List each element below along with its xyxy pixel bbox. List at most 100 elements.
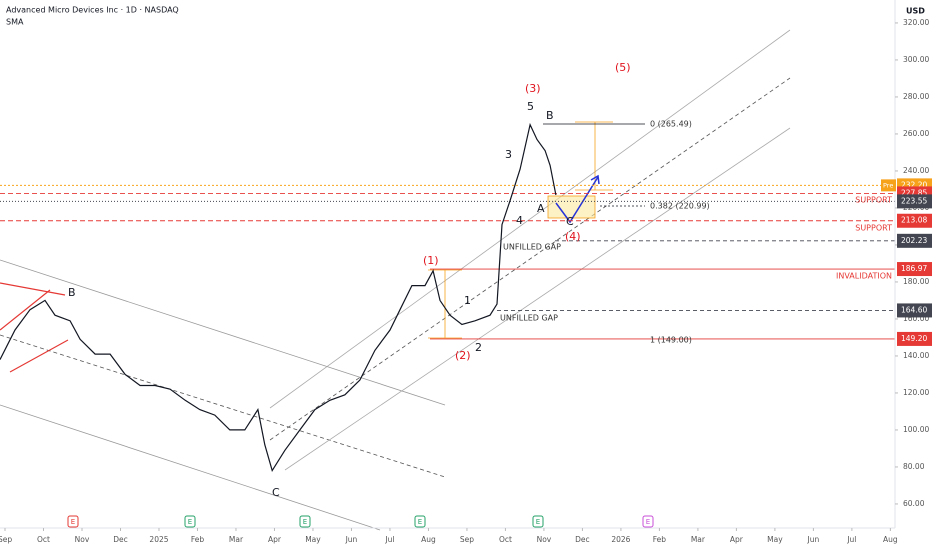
earnings-marker	[532, 515, 544, 528]
x-tick-label: Apr	[730, 535, 744, 544]
chart-title: Advanced Micro Devices Inc · 1D · NASDAQ	[6, 6, 179, 15]
pre-tag-label: Pre	[883, 181, 893, 189]
earnings-marker	[67, 515, 79, 528]
wave-label: (5)	[615, 61, 631, 74]
y-tick-label: 120.00	[903, 388, 929, 397]
x-tick-label: Feb	[191, 535, 205, 544]
wave-label: 2	[475, 341, 482, 354]
x-tick-label: Jun	[807, 535, 820, 544]
y-tick-label: 280.00	[903, 92, 929, 101]
price-tag-label: 202.23	[901, 236, 927, 245]
price-tag-label: 213.08	[901, 216, 927, 225]
wave-label: A	[537, 202, 545, 215]
wave-label: (1)	[423, 254, 439, 267]
x-tick-label: May	[767, 535, 783, 544]
pre-tag	[881, 179, 896, 192]
indicator-label: SMA	[6, 18, 24, 27]
price-line	[0, 122, 557, 473]
x-tick-label: Nov	[537, 535, 552, 544]
y-tick-label: 60.00	[903, 499, 925, 508]
wave-label: C	[566, 215, 574, 228]
trend-line	[0, 404, 381, 531]
wave-label: 3	[505, 148, 512, 161]
x-tick-label: Nov	[75, 535, 90, 544]
wedge-line	[0, 289, 51, 331]
y-tick-label: 100.00	[903, 425, 929, 434]
earnings-label: E	[418, 518, 422, 526]
earnings-label: E	[303, 518, 307, 526]
channel-line	[269, 29, 791, 409]
wave-label: C	[272, 486, 280, 499]
x-tick-label: Feb	[653, 535, 667, 544]
trend-line	[0, 259, 446, 406]
x-tick-label: Dec	[575, 535, 590, 544]
wave-label: 1	[464, 294, 471, 307]
wave-label: (4)	[565, 230, 581, 243]
earnings-label: E	[188, 518, 192, 526]
channel-line	[269, 77, 791, 441]
price-tag	[897, 331, 932, 346]
price-tag-label: 227.85	[901, 188, 927, 197]
projection-arrow	[555, 176, 599, 224]
price-tag	[897, 194, 932, 209]
price-tag	[897, 233, 932, 248]
x-tick-label: Jul	[846, 535, 856, 544]
wave-label: 5	[527, 100, 534, 113]
level-note: SUPPORT	[855, 224, 892, 233]
level-note: SUPPORT	[855, 196, 892, 205]
x-tick-label: Dec	[113, 535, 128, 544]
x-tick-label: May	[305, 535, 321, 544]
y-tick-label: 240.00	[903, 166, 929, 175]
fib-label: 1 (149.00)	[650, 336, 692, 345]
y-tick-label: 180.00	[903, 277, 929, 286]
earnings-marker	[299, 515, 311, 528]
price-tag-label: 164.60	[901, 305, 927, 314]
gap-label: UNFILLED GAP	[503, 243, 561, 252]
earnings-marker	[414, 515, 426, 528]
wedge-line	[9, 339, 69, 373]
trend-line	[0, 334, 446, 478]
price-tag-label: 149.20	[901, 334, 927, 343]
y-tick-label: 80.00	[903, 462, 925, 471]
earnings-label: E	[646, 518, 650, 526]
x-tick-label: 2026	[611, 535, 630, 544]
x-tick-label: Apr	[268, 535, 282, 544]
x-tick-label: Aug	[883, 535, 898, 544]
earnings-marker	[184, 515, 196, 528]
x-tick-label: Mar	[229, 535, 244, 544]
wedge-line	[0, 282, 66, 296]
price-tag-label: 232.20	[901, 180, 927, 189]
y-tick-label: 260.00	[903, 129, 929, 138]
x-tick-label: Aug	[421, 535, 436, 544]
level-note: INVALIDATION	[836, 272, 892, 281]
y-tick-label: 140.00	[903, 351, 929, 360]
currency: USD	[906, 7, 925, 16]
earnings-label: E	[71, 518, 75, 526]
x-tick-label: Oct	[499, 535, 512, 544]
price-tag-label: 223.55	[901, 196, 927, 205]
fib-label: 0.382 (220.99)	[650, 202, 710, 211]
earnings-marker	[642, 515, 654, 528]
y-tick-label: 320.00	[903, 18, 929, 27]
arrow-head	[590, 174, 600, 185]
x-tick-label: Jun	[345, 535, 358, 544]
wave-label: B	[546, 109, 554, 122]
gap-label: UNFILLED GAP	[500, 314, 558, 323]
x-tick-label: Mar	[691, 535, 706, 544]
price-tag	[897, 303, 932, 318]
price-tag	[897, 262, 932, 277]
x-tick-label: Sep	[460, 535, 474, 544]
wave-label: 4	[516, 214, 523, 227]
wave-label: (2)	[455, 349, 471, 362]
price-tag-label: 186.97	[901, 264, 927, 273]
wave-label: (3)	[525, 82, 541, 95]
x-tick-label: Jul	[384, 535, 394, 544]
fib-label: 0 (265.49)	[650, 120, 692, 129]
earnings-label: E	[536, 518, 540, 526]
price-tag	[897, 213, 932, 228]
x-tick-label: Sep	[0, 535, 12, 544]
x-tick-label: 2025	[149, 535, 168, 544]
x-tick-label: Oct	[37, 535, 50, 544]
